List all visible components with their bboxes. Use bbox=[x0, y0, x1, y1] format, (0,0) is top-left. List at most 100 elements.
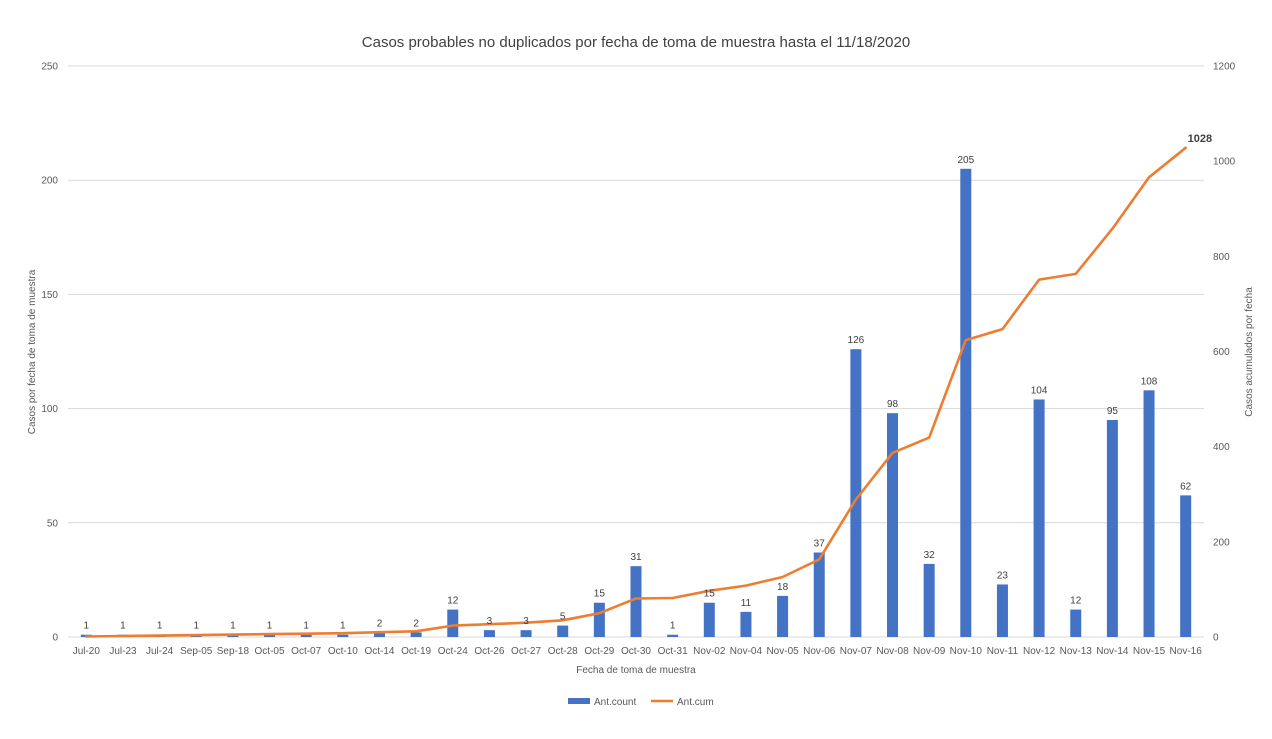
bar-series bbox=[80, 168, 1192, 637]
x-tick-label: Nov-11 bbox=[987, 646, 1019, 657]
x-tick-label: Nov-06 bbox=[803, 646, 836, 657]
bar bbox=[667, 634, 679, 637]
bar bbox=[447, 609, 459, 637]
x-tick-label: Nov-13 bbox=[1060, 646, 1093, 657]
x-tick-label: Oct-31 bbox=[658, 646, 688, 657]
bar-value-label: 11 bbox=[741, 598, 752, 609]
bar-value-label: 1 bbox=[157, 621, 163, 632]
bar-value-label: 3 bbox=[523, 616, 529, 627]
bar-value-label: 15 bbox=[704, 589, 716, 600]
bar-value-label: 31 bbox=[630, 552, 642, 563]
x-tick-label: Nov-14 bbox=[1096, 646, 1129, 657]
x-tick-label: Nov-07 bbox=[840, 646, 873, 657]
x-tick-label: Oct-27 bbox=[511, 646, 541, 657]
x-tick-label: Jul-23 bbox=[109, 646, 137, 657]
y-tick-label: 100 bbox=[41, 404, 58, 415]
bar bbox=[740, 611, 752, 637]
bar bbox=[777, 595, 789, 637]
bar bbox=[1106, 420, 1118, 637]
legend-bar-label: Ant.count bbox=[594, 697, 636, 708]
y2-tick-label: 1200 bbox=[1213, 62, 1236, 73]
x-tick-label: Sep-18 bbox=[217, 646, 250, 657]
bar bbox=[1033, 399, 1045, 637]
y-axis-label: Casos por fecha de toma de muestra bbox=[27, 269, 38, 434]
x-tick-label: Oct-10 bbox=[328, 646, 358, 657]
line-end-label: 1028 bbox=[1188, 133, 1212, 145]
bar bbox=[960, 168, 972, 637]
x-tick-label: Oct-24 bbox=[438, 646, 468, 657]
y-tick-label: 200 bbox=[41, 176, 58, 187]
x-tick-label: Oct-07 bbox=[291, 646, 321, 657]
y-tick-label: 0 bbox=[52, 633, 58, 644]
bar bbox=[337, 634, 349, 637]
x-tick-label: Nov-10 bbox=[950, 646, 983, 657]
bar-value-label: 126 bbox=[848, 335, 865, 346]
x-tick-label: Nov-09 bbox=[913, 646, 946, 657]
x-tick-label: Oct-26 bbox=[474, 646, 504, 657]
bar-value-label: 23 bbox=[997, 570, 1009, 581]
bar-value-label: 12 bbox=[1070, 596, 1082, 607]
y-tick-label: 50 bbox=[47, 518, 59, 529]
bar bbox=[410, 632, 422, 637]
bar-value-label: 15 bbox=[594, 589, 606, 600]
bar-value-label: 1 bbox=[670, 621, 676, 632]
bar bbox=[483, 630, 495, 637]
y2-tick-label: 800 bbox=[1213, 252, 1230, 263]
bar-value-label: 2 bbox=[413, 618, 419, 629]
bar-value-label: 62 bbox=[1180, 481, 1192, 492]
bar-value-label: 2 bbox=[377, 618, 383, 629]
bar bbox=[1143, 390, 1155, 637]
legend-bar-swatch bbox=[568, 698, 590, 704]
bar bbox=[264, 634, 276, 637]
bar bbox=[813, 552, 825, 637]
bar-value-label: 1 bbox=[120, 621, 126, 632]
y2-tick-label: 1000 bbox=[1213, 157, 1236, 168]
bar-value-label: 1 bbox=[193, 621, 199, 632]
y2-tick-label: 200 bbox=[1213, 537, 1230, 548]
bar-value-label: 1 bbox=[303, 621, 309, 632]
bar bbox=[373, 632, 385, 637]
chart-title: Casos probables no duplicados por fecha … bbox=[362, 34, 910, 51]
x-axis-label: Fecha de toma de muestra bbox=[576, 665, 696, 676]
bar-value-label: 37 bbox=[814, 538, 826, 549]
y2-tick-label: 400 bbox=[1213, 442, 1230, 453]
x-tick-label: Jul-24 bbox=[146, 646, 174, 657]
x-tick-label: Nov-16 bbox=[1170, 646, 1203, 657]
y2-axis-label: Casos acumulados por fecha bbox=[1244, 287, 1255, 417]
bar-value-label: 1 bbox=[230, 621, 236, 632]
bar-value-label: 108 bbox=[1141, 376, 1158, 387]
legend: Ant.count Ant.cum bbox=[568, 697, 714, 708]
bar bbox=[520, 630, 532, 637]
bar bbox=[630, 566, 642, 637]
bar bbox=[557, 625, 569, 637]
x-tick-label: Nov-08 bbox=[876, 646, 909, 657]
x-tick-label: Nov-15 bbox=[1133, 646, 1166, 657]
right-axis-ticks: 0 200 400 600 800 1000 1200 bbox=[1213, 62, 1236, 644]
bar-value-label: 1 bbox=[267, 621, 273, 632]
bar-value-label: 205 bbox=[957, 155, 974, 166]
bar bbox=[887, 413, 899, 637]
x-tick-label: Nov-05 bbox=[766, 646, 799, 657]
x-tick-label: Oct-30 bbox=[621, 646, 651, 657]
x-tick-label: Oct-14 bbox=[364, 646, 394, 657]
bar-value-label: 95 bbox=[1107, 406, 1119, 417]
x-tick-label: Jul-20 bbox=[73, 646, 101, 657]
bar-value-label: 32 bbox=[924, 550, 936, 561]
bar-value-label: 18 bbox=[777, 582, 789, 593]
x-tick-label: Sep-05 bbox=[180, 646, 213, 657]
y2-tick-label: 0 bbox=[1213, 633, 1219, 644]
y-tick-label: 250 bbox=[41, 62, 58, 73]
bar bbox=[1070, 609, 1082, 637]
bar bbox=[850, 349, 862, 637]
y-tick-label: 150 bbox=[41, 290, 58, 301]
y2-tick-label: 600 bbox=[1213, 347, 1230, 358]
bar-value-label: 98 bbox=[887, 399, 899, 410]
bar-value-label: 3 bbox=[487, 616, 493, 627]
x-tick-label: Nov-04 bbox=[730, 646, 763, 657]
bar bbox=[703, 602, 715, 637]
x-tick-label: Oct-19 bbox=[401, 646, 431, 657]
bar bbox=[996, 584, 1008, 637]
